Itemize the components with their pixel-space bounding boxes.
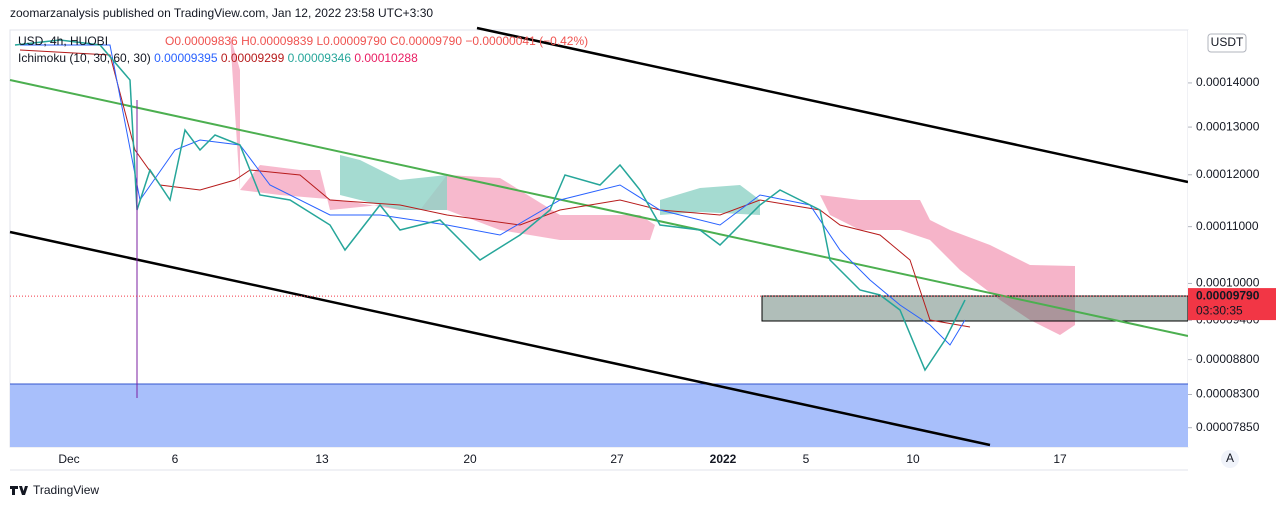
symbol: USD, 4h, HUOBI bbox=[18, 34, 108, 48]
ohlc-value: H0.00009839 bbox=[241, 34, 313, 48]
ichimoku-name: Ichimoku (10, 30, 60, 30) 0.00009395 0.0… bbox=[18, 51, 418, 65]
trendline-lower bbox=[9, 230, 991, 447]
ichimoku-value: 0.00009299 bbox=[221, 51, 285, 65]
conversion-line bbox=[20, 44, 966, 346]
price-path bbox=[14, 39, 966, 372]
cloud-bear bbox=[820, 195, 1075, 335]
logo bbox=[10, 486, 28, 495]
x-tick-label: 17 bbox=[1053, 452, 1067, 466]
y-tick-label: 0.00007850 bbox=[1196, 420, 1260, 434]
y-tick-label: 0.00010000 bbox=[1196, 276, 1260, 290]
currency: USDT bbox=[1211, 35, 1244, 49]
trendline-upper bbox=[476, 26, 1189, 184]
publisher-line: zoomarzanalysis published on TradingView… bbox=[10, 6, 433, 20]
last-price-badge bbox=[1188, 288, 1276, 321]
y-tick-label: 0.00011000 bbox=[1196, 219, 1259, 233]
chart-pane bbox=[9, 26, 1189, 448]
ohlc-value: O0.00009836 bbox=[165, 34, 238, 48]
currency-button[interactable] bbox=[1207, 33, 1247, 53]
y-tick-label: 0.00013000 bbox=[1196, 119, 1260, 133]
auto-label: A bbox=[1226, 451, 1234, 465]
ohlc: O0.00009836 H0.00009839 L0.00009790 C0.0… bbox=[165, 34, 588, 48]
y-tick-label: 0.00008300 bbox=[1196, 387, 1260, 401]
demand-zone bbox=[10, 384, 1188, 447]
change: −0.00000041 (−0.42%) bbox=[465, 34, 588, 48]
ichimoku-value: 0.00009395 bbox=[154, 51, 218, 65]
price-axis bbox=[1188, 30, 1280, 447]
last-price-label: 0.00009790 bbox=[1196, 288, 1260, 302]
y-tick-label: 0.00008800 bbox=[1196, 352, 1260, 366]
x-tick-label: Dec bbox=[58, 452, 79, 466]
base-line bbox=[19, 49, 971, 328]
cloud-bull bbox=[660, 185, 760, 215]
brand: TradingView bbox=[33, 483, 99, 497]
auto-button[interactable] bbox=[1221, 450, 1239, 468]
ohlc-value: L0.00009790 bbox=[317, 34, 387, 48]
x-tick-label: 5 bbox=[803, 452, 810, 466]
ichimoku-value: 0.00010288 bbox=[354, 51, 418, 65]
countdown: 03:30:35 bbox=[1196, 303, 1243, 317]
x-tick-label: 20 bbox=[463, 452, 477, 466]
cloud-bull bbox=[340, 155, 447, 210]
x-tick-label: 13 bbox=[315, 452, 329, 466]
x-tick-label: 27 bbox=[610, 452, 624, 466]
range-box bbox=[761, 295, 1189, 322]
x-tick-label: 6 bbox=[172, 452, 179, 466]
x-tick-label: 2022 bbox=[710, 452, 737, 466]
y-tick-label: 0.00012000 bbox=[1196, 167, 1260, 181]
x-tick-label: 10 bbox=[906, 452, 920, 466]
y-tick-label: 0.00014000 bbox=[1196, 75, 1260, 89]
ichimoku-value: 0.00009346 bbox=[288, 51, 352, 65]
legend: USD, 4h, HUOBI O0.00009836 H0.00009839 L… bbox=[18, 34, 588, 65]
ohlc-value: C0.00009790 bbox=[390, 34, 462, 48]
trendline-mid bbox=[9, 79, 1189, 337]
